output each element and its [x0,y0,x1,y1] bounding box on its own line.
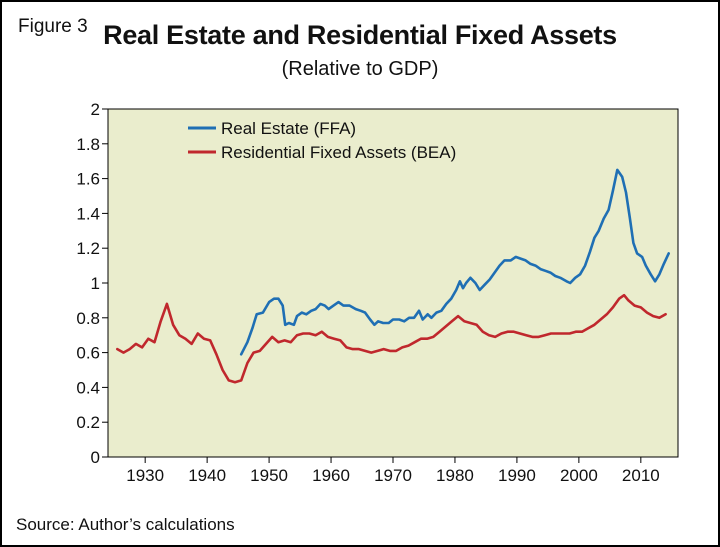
x-tick-label: 1930 [126,466,164,485]
y-tick-label: 1.6 [76,170,100,189]
x-tick-label: 2000 [560,466,598,485]
x-tick-label: 1980 [436,466,474,485]
y-tick-label: 1.2 [76,239,100,258]
chart-title: Real Estate and Residential Fixed Assets [103,20,617,50]
series-layer [116,168,670,384]
y-tick-label: 0.2 [76,413,100,432]
y-tick-label: 1.8 [76,135,100,154]
x-tick-label: 1960 [312,466,350,485]
x-tick-label: 2010 [622,466,660,485]
x-tick-label: 1940 [188,466,226,485]
y-tick-label: 2 [91,100,100,119]
plot-area [107,108,679,458]
y-tick-label: 0.8 [76,309,100,328]
legend: Real Estate (FFA) Residential Fixed Asset… [188,119,456,162]
y-tick-label: 0.6 [76,344,100,363]
legend-label: Real Estate (FFA) [221,119,356,138]
y-tick-label: 1.4 [76,204,100,223]
x-tick-label: 1990 [498,466,536,485]
x-axis: 1930 1940 1950 1960 1970 1980 1990 2000 2010 [126,457,660,485]
series-line-residential-fixed-assets [116,293,667,384]
y-axis: 0 0.2 0.4 0.6 0.8 1 1.2 1.4 1.6 1.8 2 [76,100,108,467]
legend-label: Residential Fixed Assets (BEA) [221,143,456,162]
line-chart: 0 0.2 0.4 0.6 0.8 1 1.2 1.4 1.6 1.8 2 1930 1940 1950… [76,100,679,485]
source-note: Source: Author’s calculations [16,515,235,534]
y-tick-label: 0.4 [76,378,100,397]
x-tick-label: 1950 [250,466,288,485]
series-line-real-estate [239,168,670,356]
x-tick-label: 1970 [374,466,412,485]
y-tick-label: 0 [91,448,100,467]
figure-label: Figure 3 [18,16,88,37]
chart-subtitle: (Relative to GDP) [281,58,439,80]
y-tick-label: 1 [91,274,100,293]
